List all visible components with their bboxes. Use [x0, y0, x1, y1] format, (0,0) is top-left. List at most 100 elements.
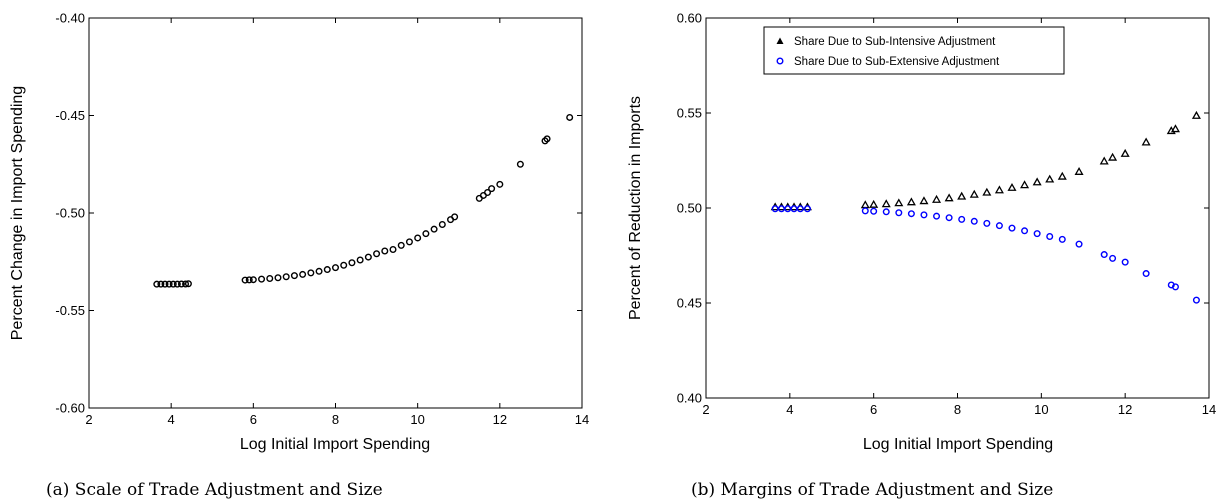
data-point-circle: [861, 207, 869, 215]
legend-triangle-marker: [776, 37, 784, 44]
data-point-triangle: [1191, 110, 1201, 119]
data-point-circle: [414, 234, 422, 242]
x-tick-label: 10: [1034, 402, 1048, 417]
x-tick-label: 8: [332, 412, 339, 427]
data-point-circle: [1058, 235, 1066, 243]
data-point-triangle: [1045, 174, 1055, 183]
data-point-triangle: [919, 196, 929, 205]
y-tick-label: -0.55: [55, 303, 85, 318]
legend-entry-sub-intensive: Share Due to Sub-Intensive Adjustment: [794, 36, 996, 48]
data-point-circle: [182, 280, 190, 288]
data-point-circle: [153, 280, 161, 288]
data-point-circle: [796, 205, 804, 213]
data-point-circle: [1046, 232, 1054, 240]
x-tick-label: 12: [493, 412, 507, 427]
data-point-circle: [945, 214, 953, 222]
data-point-triangle: [1108, 152, 1118, 161]
data-point-circle: [1033, 230, 1041, 238]
data-point-circle: [389, 245, 397, 253]
x-tick-label: 12: [1118, 402, 1132, 417]
data-point-triangle: [1120, 148, 1130, 157]
data-point-circle: [307, 269, 315, 277]
data-point-circle: [566, 113, 574, 121]
data-point-triangle: [1057, 171, 1067, 180]
data-point-circle: [516, 160, 524, 168]
data-point-triangle: [1032, 177, 1042, 186]
data-point-circle: [422, 230, 430, 238]
data-point-circle: [161, 280, 169, 288]
data-point-circle: [332, 264, 340, 272]
data-point-triangle: [969, 189, 979, 198]
data-point-circle: [451, 213, 459, 221]
data-point-circle: [245, 276, 253, 284]
x-tick-label: 6: [870, 402, 877, 417]
data-point-circle: [1171, 283, 1179, 291]
data-point-circle: [1142, 270, 1150, 278]
y-tick-label: 0.45: [677, 296, 702, 311]
data-point-triangle: [994, 185, 1004, 194]
data-point-triangle: [906, 197, 916, 206]
data-point-triangle: [881, 199, 891, 208]
data-point-circle: [323, 266, 331, 274]
data-point-circle: [157, 280, 165, 288]
panel-b-x-axis-label: Log Initial Import Spending: [863, 436, 1053, 453]
data-point-circle: [249, 276, 257, 284]
x-tick-label: 2: [702, 402, 709, 417]
panel-b-legend: Share Due to Sub-Intensive Adjustment Sh…: [763, 26, 1065, 75]
legend-entry-sub-extensive: Share Due to Sub-Extensive Adjustment: [794, 56, 1000, 68]
legend-circle-marker: [776, 57, 784, 65]
data-point-circle: [803, 205, 811, 213]
y-tick-label: 0.55: [677, 106, 702, 121]
data-point-circle: [274, 274, 282, 282]
data-point-circle: [933, 212, 941, 220]
data-point-circle: [907, 210, 915, 218]
data-point-circle: [315, 267, 323, 275]
x-tick-label: 14: [575, 412, 589, 427]
x-tick-label: 14: [1202, 402, 1216, 417]
data-point-circle: [895, 209, 903, 217]
panel-b-plot-frame: [705, 17, 1210, 399]
data-point-circle: [970, 217, 978, 225]
x-tick-label: 10: [410, 412, 424, 427]
panel-a-caption: (a) Scale of Trade Adjustment and Size: [46, 480, 383, 500]
panel-a-plot-frame: [88, 17, 583, 409]
data-point-circle: [266, 275, 274, 283]
x-tick-label: 4: [786, 402, 793, 417]
data-point-circle: [870, 207, 878, 215]
data-point-triangle: [1099, 156, 1109, 165]
x-tick-label: 8: [954, 402, 961, 417]
data-point-triangle: [932, 194, 942, 203]
data-point-triangle: [1141, 137, 1151, 146]
data-point-circle: [488, 185, 496, 193]
panel-b-caption: (b) Margins of Trade Adjustment and Size: [691, 480, 1053, 500]
data-point-circle: [438, 221, 446, 229]
data-point-circle: [1192, 296, 1200, 304]
data-point-circle: [430, 225, 438, 233]
data-point-circle: [397, 241, 405, 249]
data-point-circle: [373, 250, 381, 258]
legend-box: [763, 26, 1065, 75]
data-point-triangle: [869, 199, 879, 208]
y-tick-label: 0.60: [677, 11, 702, 26]
data-point-circle: [496, 180, 504, 188]
data-point-circle: [282, 273, 290, 281]
data-point-circle: [1008, 224, 1016, 232]
data-point-circle: [543, 135, 551, 143]
data-point-circle: [241, 276, 249, 284]
data-point-triangle: [957, 191, 967, 200]
data-point-circle: [1100, 251, 1108, 259]
data-point-circle: [177, 280, 185, 288]
data-point-circle: [1075, 240, 1083, 248]
panel-a-scale-of-trade-adjustment: 2 4 6 8 10 12 14 -0.60 -0.55 -0.50 -0.45 -0.40 Log …: [9, 11, 589, 501]
y-tick-label: -0.45: [55, 108, 85, 123]
data-point-circle: [165, 280, 173, 288]
data-point-circle: [340, 261, 348, 269]
x-tick-label: 2: [85, 412, 92, 427]
data-point-circle: [958, 215, 966, 223]
data-point-triangle: [1007, 182, 1017, 191]
panel-b-y-axis-label: Percent of Reduction in Imports: [627, 96, 644, 320]
data-point-circle: [169, 280, 177, 288]
data-point-triangle: [1170, 124, 1180, 133]
data-point-circle: [184, 280, 192, 288]
data-point-circle: [381, 247, 389, 255]
